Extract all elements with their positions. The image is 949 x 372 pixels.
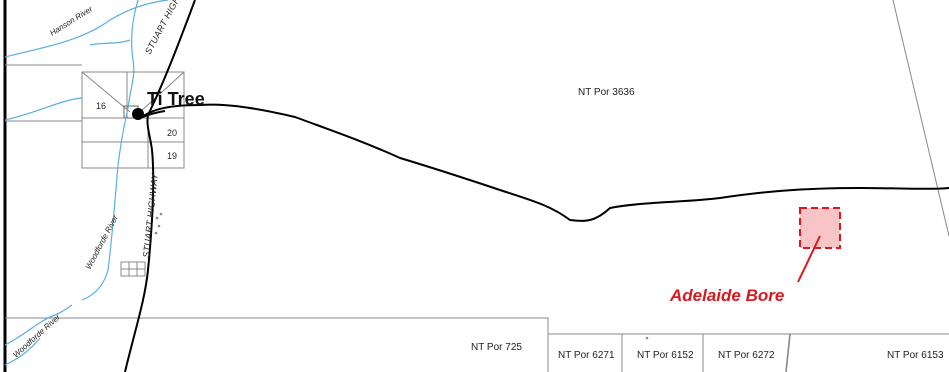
town-label: Ti Tree bbox=[147, 89, 205, 109]
highway-label-main: STUART HIGHWAY bbox=[141, 172, 160, 258]
track bbox=[139, 103, 949, 222]
parcel-boundaries bbox=[5, 0, 949, 372]
adelaide-bore-site[interactable] bbox=[797, 207, 841, 283]
parcel-label-6152: NT Por 6152 bbox=[637, 350, 694, 361]
site-leader-line bbox=[797, 235, 821, 283]
lot-label-19: 19 bbox=[167, 151, 177, 161]
rivers bbox=[4, 0, 169, 366]
bore-dots-icon bbox=[154, 212, 649, 340]
parcel-label-3636: NT Por 3636 bbox=[578, 87, 635, 98]
parcel-label-6272: NT Por 6272 bbox=[718, 350, 775, 361]
parcel-label-6271: NT Por 6271 bbox=[558, 350, 615, 361]
river-label-woodforde-1: Woodforde River bbox=[84, 213, 120, 271]
lot-label-20: 20 bbox=[167, 128, 177, 138]
site-label[interactable]: Adelaide Bore bbox=[669, 286, 784, 305]
town-marker-icon[interactable] bbox=[132, 108, 144, 120]
parcel-label-725: NT Por 725 bbox=[471, 342, 522, 353]
parcel-label-6153: NT Por 6153 bbox=[887, 350, 944, 361]
river-label-woodforde-2: Woodforde River bbox=[11, 312, 62, 359]
building-icon bbox=[120, 261, 146, 277]
town-grid bbox=[81, 71, 205, 169]
lot-label-16: 16 bbox=[96, 101, 106, 111]
stuart-highway bbox=[124, 0, 196, 372]
